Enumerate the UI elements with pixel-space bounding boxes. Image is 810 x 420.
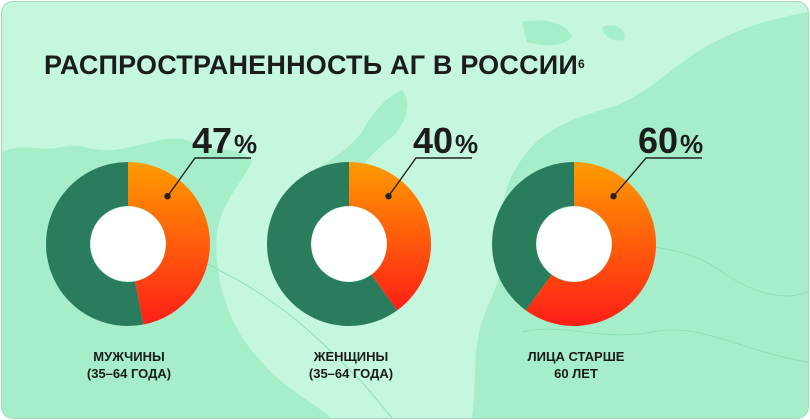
- category-label-seniors: ЛИЦА СТАРШЕ 60 ЛЕТ: [527, 349, 625, 381]
- value-label-men: 47%: [192, 120, 258, 161]
- footnote-marker: 6: [577, 57, 585, 71]
- value-label-women: 40%: [413, 120, 479, 161]
- donut-hole-seniors: [536, 206, 612, 282]
- donut-hole-women: [311, 206, 387, 282]
- map-island-ne: [602, 25, 625, 41]
- value-label-seniors: 60%: [638, 120, 704, 161]
- map-border-line: [521, 328, 808, 363]
- leader-line-women: [387, 157, 472, 197]
- map-peninsula-center: [302, 90, 408, 189]
- leader-line-seniors: [612, 157, 702, 197]
- donut-slice-value-men: [128, 162, 210, 325]
- chart-title: РАСПРОСТРАНЕННОСТЬ АГ В РОССИИ6: [44, 50, 585, 80]
- leader-line-men: [166, 157, 251, 197]
- donut-hole-men: [90, 206, 166, 282]
- category-label-women: ЖЕНЩИНЫ (35–64 ГОДА): [308, 349, 394, 381]
- map-island-north: [522, 20, 572, 46]
- donut-slice-rest-seniors: [492, 162, 574, 311]
- donut-slice-value-seniors: [525, 162, 656, 327]
- donut-slice-rest-women: [266, 162, 398, 327]
- category-label-men: МУЖЧИНЫ (35–64 ГОДА): [86, 349, 172, 381]
- donut-slice-rest-men: [45, 162, 144, 326]
- donut-slice-value-women: [349, 162, 431, 311]
